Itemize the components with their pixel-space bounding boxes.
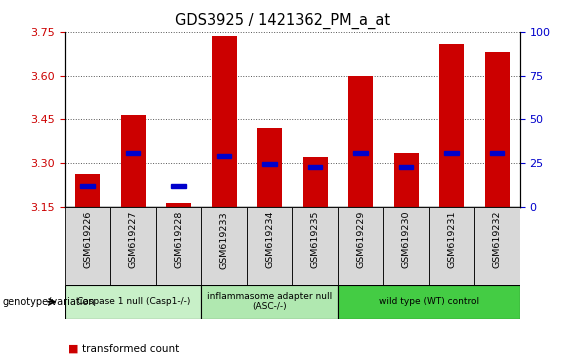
Text: ■: ■ bbox=[68, 344, 79, 354]
Text: wild type (WT) control: wild type (WT) control bbox=[379, 297, 479, 306]
Bar bbox=[444, 151, 459, 155]
Text: GSM619233: GSM619233 bbox=[220, 211, 229, 269]
Bar bbox=[156, 207, 202, 285]
Text: GSM619231: GSM619231 bbox=[447, 211, 456, 268]
Bar bbox=[303, 158, 328, 207]
Text: Caspase 1 null (Casp1-/-): Caspase 1 null (Casp1-/-) bbox=[76, 297, 190, 306]
Bar bbox=[65, 207, 111, 285]
Text: GSM619232: GSM619232 bbox=[493, 211, 502, 268]
Bar bbox=[338, 207, 384, 285]
Bar bbox=[399, 165, 414, 169]
Bar bbox=[126, 151, 141, 155]
Bar bbox=[490, 151, 505, 155]
Bar bbox=[202, 207, 247, 285]
Text: GSM619235: GSM619235 bbox=[311, 211, 320, 268]
Bar bbox=[353, 151, 368, 155]
Bar bbox=[262, 162, 277, 166]
Bar bbox=[217, 154, 232, 158]
Bar bbox=[212, 36, 237, 207]
Text: GDS3925 / 1421362_PM_a_at: GDS3925 / 1421362_PM_a_at bbox=[175, 12, 390, 29]
Text: GSM619228: GSM619228 bbox=[174, 211, 183, 268]
Bar bbox=[247, 207, 293, 285]
Bar bbox=[171, 184, 186, 188]
Bar bbox=[485, 52, 510, 207]
Bar bbox=[348, 76, 373, 207]
Bar bbox=[80, 184, 95, 188]
Bar bbox=[439, 44, 464, 207]
Bar bbox=[121, 115, 146, 207]
Bar bbox=[75, 173, 100, 207]
Bar bbox=[111, 207, 156, 285]
Text: genotype/variation: genotype/variation bbox=[3, 297, 95, 307]
Bar bbox=[166, 203, 191, 207]
Text: GSM619234: GSM619234 bbox=[265, 211, 274, 268]
Bar bbox=[384, 207, 429, 285]
Bar bbox=[65, 285, 202, 319]
Text: GSM619229: GSM619229 bbox=[356, 211, 365, 268]
Text: GSM619226: GSM619226 bbox=[83, 211, 92, 268]
Bar bbox=[293, 207, 338, 285]
Text: transformed count: transformed count bbox=[82, 344, 179, 354]
Bar bbox=[308, 165, 323, 169]
Text: inflammasome adapter null
(ASC-/-): inflammasome adapter null (ASC-/-) bbox=[207, 292, 332, 312]
Bar bbox=[202, 285, 338, 319]
Bar bbox=[475, 207, 520, 285]
Bar bbox=[338, 285, 520, 319]
Text: GSM619227: GSM619227 bbox=[129, 211, 138, 268]
Text: GSM619230: GSM619230 bbox=[402, 211, 411, 268]
Bar bbox=[394, 153, 419, 207]
Bar bbox=[429, 207, 475, 285]
Bar bbox=[257, 128, 282, 207]
